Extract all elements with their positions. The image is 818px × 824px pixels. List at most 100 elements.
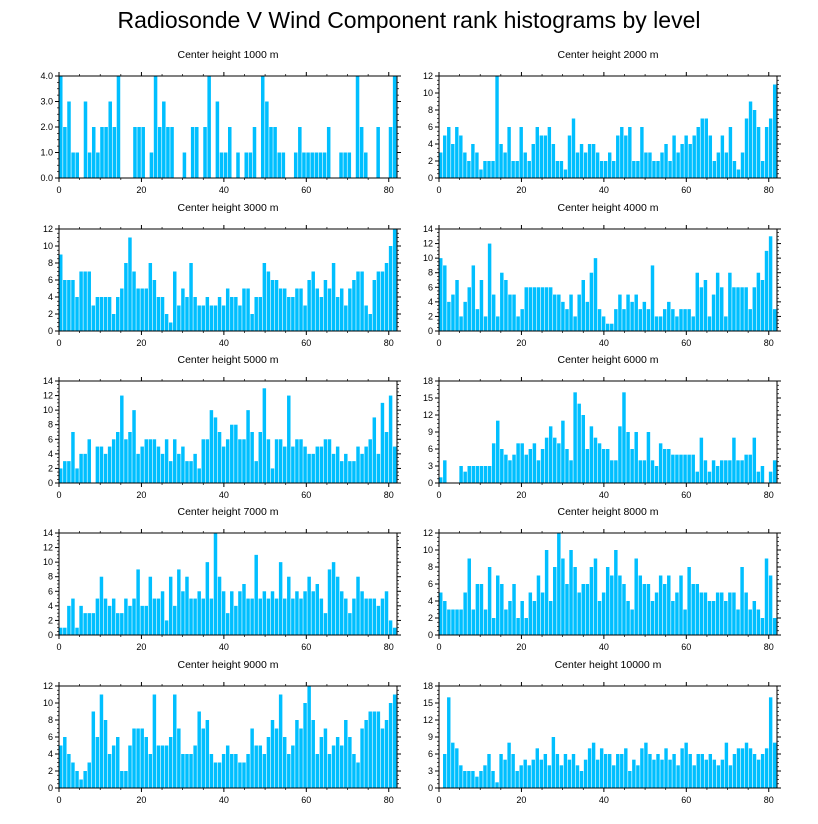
bar	[668, 161, 672, 178]
panel-title: Center height 5000 m	[178, 354, 279, 366]
bar	[475, 309, 480, 331]
bar	[234, 424, 238, 483]
bar	[569, 294, 573, 331]
panel-title: Center height 3000 m	[178, 202, 279, 214]
bar	[650, 601, 655, 635]
bar	[136, 453, 140, 483]
bar	[559, 765, 564, 788]
bar	[160, 297, 165, 331]
bar	[543, 754, 548, 788]
bar	[344, 453, 348, 483]
bar	[67, 461, 71, 483]
bar	[107, 754, 112, 788]
bar	[760, 618, 765, 635]
bar	[291, 446, 295, 483]
y-tick-label: 10	[423, 253, 433, 263]
bar	[447, 609, 451, 635]
bar	[307, 686, 311, 788]
x-tick-label: 20	[516, 185, 526, 195]
bar	[687, 567, 691, 635]
panel-10: Center height 10000 m 0 3 6 9 12 15 18 0 20 40 60 80	[423, 659, 781, 805]
bar	[699, 592, 704, 635]
y-tick-label: 8	[48, 258, 53, 268]
bar	[189, 598, 193, 635]
x-tick-label: 40	[599, 795, 609, 805]
y-tick-label: 12	[43, 224, 53, 234]
bar	[254, 297, 258, 331]
bar	[626, 432, 630, 483]
bar	[491, 443, 496, 483]
bar	[67, 280, 71, 331]
bar	[603, 161, 608, 178]
bar	[528, 449, 533, 483]
bar	[667, 575, 671, 635]
bar	[136, 728, 140, 788]
x-tick-label: 80	[764, 338, 774, 348]
bar	[447, 697, 451, 788]
bar	[662, 449, 667, 483]
bar	[347, 152, 352, 178]
bar	[561, 301, 565, 331]
bar	[140, 288, 144, 331]
bar	[459, 135, 463, 178]
bar	[696, 754, 700, 788]
bar	[467, 287, 471, 331]
bar	[527, 765, 531, 788]
bar	[704, 759, 708, 788]
bar	[287, 395, 291, 483]
bar	[311, 271, 315, 331]
bar	[99, 576, 104, 635]
bar	[266, 439, 271, 483]
bar	[679, 575, 683, 635]
x-tick-label: 80	[764, 642, 774, 652]
bar	[463, 301, 467, 331]
bar	[360, 591, 364, 635]
bar	[680, 748, 684, 788]
y-tick-label: 10	[43, 241, 53, 251]
bar	[120, 613, 124, 635]
bar	[707, 601, 712, 635]
bar	[177, 453, 181, 483]
bar	[140, 605, 144, 635]
bar	[128, 745, 132, 788]
bar	[100, 127, 104, 178]
y-tick-label: 4.0	[40, 71, 53, 81]
bar	[671, 309, 675, 331]
bar	[559, 161, 564, 178]
bar	[595, 759, 600, 788]
bar	[193, 745, 197, 788]
bar	[152, 280, 157, 331]
bar	[772, 742, 777, 788]
x-tick-label: 60	[681, 795, 691, 805]
bar	[503, 152, 507, 178]
x-tick-label: 0	[436, 338, 441, 348]
bar	[339, 591, 344, 635]
bar	[688, 754, 692, 788]
bar	[221, 754, 226, 788]
bar	[601, 316, 606, 331]
bar	[703, 460, 708, 483]
panel-title: Center height 7000 m	[178, 506, 279, 518]
bar	[254, 461, 258, 483]
bar	[752, 287, 757, 331]
bar	[536, 575, 541, 635]
bar	[744, 742, 749, 788]
bar	[177, 728, 181, 788]
bar	[95, 297, 100, 331]
bar	[660, 152, 664, 178]
bar	[299, 439, 303, 483]
bar	[728, 272, 732, 331]
y-tick-label: 8	[428, 105, 433, 115]
bar	[543, 135, 548, 178]
bar	[540, 592, 545, 635]
bar	[96, 152, 100, 178]
bar	[327, 439, 332, 483]
x-tick-label: 40	[599, 490, 609, 500]
bar	[719, 460, 724, 483]
bar	[711, 294, 716, 331]
bar	[185, 754, 189, 788]
bar	[699, 287, 704, 331]
y-tick-label: 8	[48, 715, 53, 725]
bar	[197, 711, 201, 788]
bar	[79, 605, 83, 635]
